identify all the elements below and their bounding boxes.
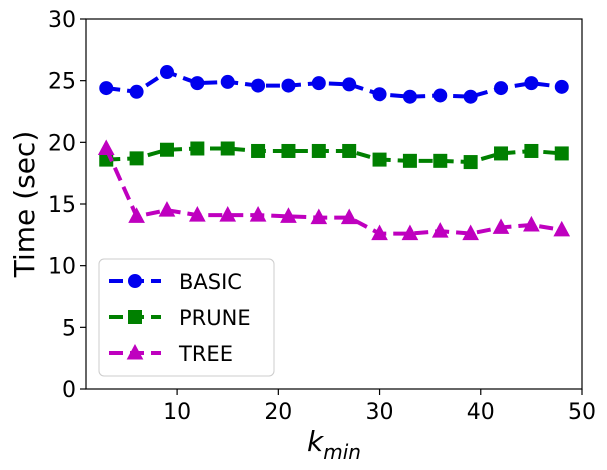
data-point-basic: [281, 78, 296, 93]
data-point-prune: [433, 153, 448, 168]
data-point-tree: [462, 224, 479, 241]
data-point-prune: [463, 155, 478, 170]
data-point-tree: [492, 218, 510, 234]
series-basic: [99, 65, 569, 104]
y-tick-label: 0: [62, 378, 76, 403]
series-line-tree: [104, 147, 563, 236]
axis-ticks: 10 20 30 40 50 0 5 10 15 20 25 30: [48, 8, 596, 425]
data-point-basic: [159, 65, 174, 80]
data-point-tree: [189, 206, 206, 222]
data-point-basic: [494, 81, 509, 96]
data-point-prune: [190, 141, 205, 156]
data-point-prune: [494, 146, 509, 161]
series-line-basic: [106, 70, 562, 99]
y-tick-label: 25: [48, 70, 76, 95]
data-point-tree: [219, 206, 237, 222]
data-point-basic: [402, 89, 417, 104]
data-point-tree: [553, 220, 571, 237]
x-axis-title: kmin: [307, 425, 361, 464]
data-point-tree: [401, 224, 419, 241]
data-point-tree: [249, 206, 267, 222]
data-point-prune: [372, 152, 387, 167]
series-tree: [97, 139, 571, 241]
y-tick-label: 15: [48, 193, 76, 218]
data-point-tree: [158, 201, 176, 217]
data-point-tree: [97, 139, 115, 155]
data-point-prune: [311, 143, 326, 158]
data-point-basic: [524, 76, 539, 91]
legend-marker-prune: [128, 310, 142, 324]
data-point-basic: [372, 87, 387, 102]
data-point-prune: [281, 143, 296, 158]
data-point-prune: [402, 153, 417, 168]
data-point-basic: [251, 78, 266, 93]
x-axis-title-main: k: [307, 425, 325, 458]
data-point-basic: [190, 76, 205, 91]
series-prune: [99, 141, 569, 170]
data-point-basic: [554, 79, 569, 94]
data-point-tree: [523, 215, 540, 232]
data-point-prune: [554, 146, 569, 161]
data-point-basic: [99, 81, 114, 96]
y-tick-label: 5: [62, 316, 76, 341]
data-point-basic: [220, 74, 235, 89]
data-point-basic: [129, 84, 144, 99]
legend-item-basic: BASIC: [109, 270, 242, 294]
x-tick-label: 50: [568, 400, 596, 425]
data-point-tree: [310, 208, 328, 225]
x-tick-label: 40: [467, 400, 495, 425]
data-point-basic: [463, 89, 478, 104]
y-tick-label: 20: [48, 131, 76, 156]
legend-item-tree: TREE: [109, 342, 233, 366]
data-point-basic: [433, 88, 448, 103]
x-tick-label: 10: [163, 400, 191, 425]
data-point-prune: [524, 143, 539, 158]
y-tick-label: 10: [48, 255, 76, 280]
legend-label-basic: BASIC: [179, 270, 242, 294]
data-point-tree: [280, 207, 297, 223]
legend-marker-tree: [126, 343, 144, 360]
data-point-tree: [371, 224, 388, 241]
x-tick-label: 30: [366, 400, 394, 425]
data-point-prune: [251, 143, 266, 158]
x-tick-label: 20: [264, 400, 292, 425]
data-point-basic: [311, 76, 326, 91]
legend-marker-basic: [128, 274, 142, 288]
y-tick-label: 30: [48, 8, 76, 33]
y-axis-title: Time (sec): [8, 131, 41, 278]
plot-marks: [97, 65, 571, 241]
data-point-tree: [340, 208, 358, 225]
data-point-prune: [342, 143, 357, 158]
legend-item-prune: PRUNE: [109, 306, 251, 330]
data-point-basic: [342, 77, 357, 92]
data-point-tree: [431, 222, 449, 238]
data-point-prune: [159, 142, 174, 157]
series-line-prune: [106, 146, 562, 165]
x-axis-title-subscript: min: [323, 440, 361, 464]
data-point-prune: [220, 141, 235, 156]
data-point-tree: [128, 207, 145, 223]
data-point-prune: [129, 151, 144, 166]
legend-box: [98, 258, 275, 377]
legend: BASIC PRUNE TREE: [98, 258, 275, 377]
legend-label-tree: TREE: [178, 342, 233, 366]
legend-label-prune: PRUNE: [179, 306, 251, 330]
